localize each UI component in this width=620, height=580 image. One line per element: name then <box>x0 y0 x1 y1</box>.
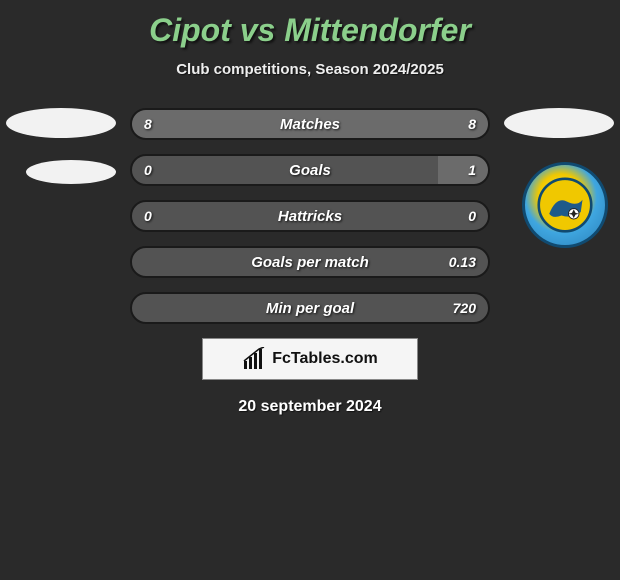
stat-bars: 88Matches 01Goals 00Hattricks 0.13Goals per… <box>130 108 490 324</box>
stat-label: Matches <box>132 110 488 138</box>
player-left-photo-placeholder <box>6 108 116 138</box>
bar-chart-icon <box>242 347 266 371</box>
stat-bar: 88Matches <box>130 108 490 140</box>
branding-badge[interactable]: FcTables.com <box>202 338 418 380</box>
koper-crest-icon <box>537 177 593 233</box>
branding-text: FcTables.com <box>272 350 378 368</box>
player-right-photo-placeholder <box>504 108 614 138</box>
stat-label: Goals per match <box>132 248 488 276</box>
update-date: 20 september 2024 <box>0 398 620 416</box>
stat-bar: 0.13Goals per match <box>130 246 490 278</box>
player-right-crest <box>522 162 608 248</box>
stat-label: Min per goal <box>132 294 488 322</box>
stat-bar: 01Goals <box>130 154 490 186</box>
comparison-panel: 88Matches 01Goals 00Hattricks 0.13Goals per… <box>0 108 620 416</box>
stat-bar: 720Min per goal <box>130 292 490 324</box>
player-left-crest-placeholder <box>26 160 116 184</box>
stat-bar: 00Hattricks <box>130 200 490 232</box>
stat-label: Hattricks <box>132 202 488 230</box>
subtitle: Club competitions, Season 2024/2025 <box>0 61 620 78</box>
page-title: Cipot vs Mittendorfer <box>0 0 620 49</box>
stat-label: Goals <box>132 156 488 184</box>
